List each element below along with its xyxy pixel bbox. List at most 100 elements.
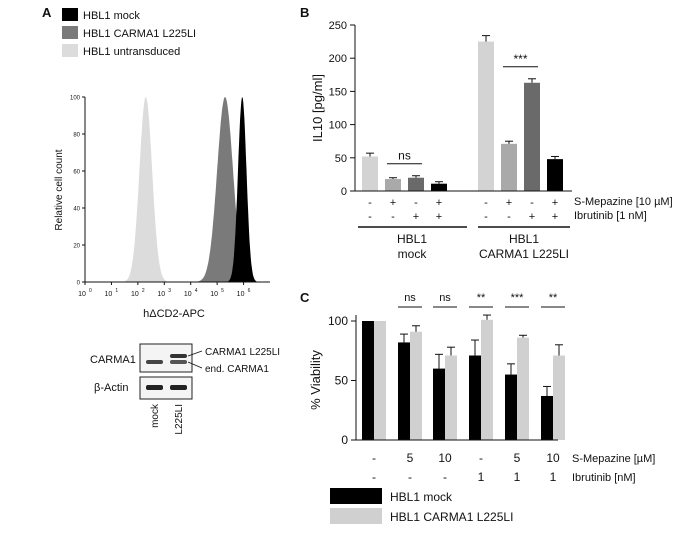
panel-b-bars bbox=[362, 41, 563, 191]
panel-c-significance-text: *** bbox=[511, 292, 525, 304]
panel-c-ibrutinib-cell: - bbox=[372, 470, 376, 484]
panel-a-y-tick-label: 0 bbox=[77, 281, 81, 287]
panel-b-smepazine-cell: - bbox=[530, 197, 534, 209]
panel-a-x-tick-label: 10 bbox=[184, 291, 192, 298]
histogram-series-2 bbox=[225, 97, 260, 282]
blot-label-lower-band: end. CARMA1 bbox=[205, 364, 269, 375]
panel-c-y-ticks: 0 50 100 bbox=[328, 314, 356, 447]
panel-b-y-tick-label: 0 bbox=[341, 186, 347, 198]
blot-pointer-upper bbox=[187, 350, 203, 357]
panel-b-ibrutinib-cell: + bbox=[529, 211, 535, 223]
legend-label-carma: HBL1 CARMA1 L225LI bbox=[83, 28, 196, 40]
panel-b-smepazine-cell: - bbox=[484, 197, 488, 209]
histogram-series-1 bbox=[193, 97, 257, 282]
panel-b-conditions: - + - + - + - + - - + + - - + + bbox=[368, 197, 558, 223]
panel-c-bar-s1-g4 bbox=[517, 337, 529, 440]
panel-c-legend-swatch-mock bbox=[330, 488, 382, 504]
histogram-series-0 bbox=[120, 97, 172, 282]
panel-b-bar-5 bbox=[501, 143, 517, 191]
panel-b-group1-line1: HBL1 bbox=[397, 232, 427, 246]
legend-swatch-carma bbox=[62, 26, 78, 39]
blot-label-carma1: CARMA1 bbox=[90, 354, 136, 366]
panel-a-x-tick-exponent: 4 bbox=[195, 288, 198, 294]
panel-b-ibrutinib-cell: - bbox=[507, 211, 511, 223]
panel-b-annotations: ns *** bbox=[387, 52, 538, 165]
panel-b-bar-4 bbox=[478, 41, 494, 191]
panel-c-ibrutinib-cell: 1 bbox=[514, 470, 521, 484]
panel-b-smepazine-cell: + bbox=[436, 197, 442, 209]
panel-b-chart: 0 50 100 150 200 250 IL10 [pg/ml] ns*** - + - + -… bbox=[310, 20, 673, 261]
panel-a-x-tick-exponent: 2 bbox=[142, 288, 145, 294]
panel-c-legend-label-carma: HBL1 CARMA1 L225LI bbox=[390, 510, 513, 524]
panel-c-significance-text: ** bbox=[549, 292, 558, 304]
panel-b-ibrutinib-cell: - bbox=[484, 211, 488, 223]
panel-c-bar-s0-g1 bbox=[398, 342, 410, 440]
panel-c-smepazine-cell: 10 bbox=[546, 451, 560, 465]
panel-b-y-tick-label: 200 bbox=[329, 53, 347, 65]
panel-a-x-tick-exponent: 3 bbox=[168, 288, 171, 294]
panel-c-y-label: % Viability bbox=[308, 350, 323, 410]
blot-band-mock-end bbox=[146, 360, 163, 364]
panel-b-smepazine-cell: - bbox=[368, 197, 372, 209]
panel-b-bar-7 bbox=[547, 159, 563, 191]
panel-b-bar-0 bbox=[362, 156, 378, 191]
panel-c-bar-s0-g3 bbox=[469, 355, 481, 440]
panel-a-x-tick-label: 10 bbox=[78, 291, 86, 298]
panel-c-error-bars bbox=[400, 314, 563, 396]
panel-c-significance-text: ns bbox=[404, 292, 416, 304]
panel-b-smepazine-cell: - bbox=[414, 197, 418, 209]
panel-b-y-tick-label: 250 bbox=[329, 20, 347, 32]
panel-b-bar-3 bbox=[431, 183, 447, 191]
panel-c-significance-text: ** bbox=[477, 292, 486, 304]
panel-c-ibrutinib-cell: - bbox=[443, 470, 447, 484]
panel-b-ibrutinib-cell: + bbox=[413, 211, 419, 223]
blot-band-l225li-lower bbox=[170, 360, 187, 364]
panel-b-ibrutinib-cell: - bbox=[368, 211, 372, 223]
panel-b-group1-line2: mock bbox=[398, 247, 428, 261]
panel-c-ibrutinib-cell: 1 bbox=[478, 470, 485, 484]
panel-b-y-label: IL10 [pg/ml] bbox=[310, 74, 325, 142]
panel-a-y-tick-label: 60 bbox=[73, 170, 80, 176]
panel-b-bar-6 bbox=[524, 82, 540, 191]
panel-c-bar-s1-g2 bbox=[445, 355, 457, 440]
panel-c-smepazine-cell: - bbox=[479, 451, 483, 465]
panel-a-y-tick-label: 80 bbox=[73, 133, 80, 139]
panel-c-legend-swatch-carma bbox=[330, 508, 382, 524]
panel-b-y-ticks: 0 50 100 150 200 250 bbox=[329, 20, 355, 198]
panel-b-group2-line1: HBL1 bbox=[509, 232, 539, 246]
legend-swatch-untransduced bbox=[62, 44, 78, 57]
panel-b-y-tick-label: 150 bbox=[329, 86, 347, 98]
panel-b-annotation-text: ns bbox=[398, 149, 411, 163]
panel-b-ibrutinib-cell: - bbox=[391, 211, 395, 223]
panel-c-smepazine-label: S-Mepazine [µM] bbox=[572, 453, 655, 465]
panel-b-ibrutinib-cell: + bbox=[436, 211, 442, 223]
panel-b-error-bars bbox=[366, 35, 559, 184]
panel-c-label: C bbox=[300, 290, 310, 305]
panel-a-y-ticks: 0 20 40 60 80 100 bbox=[70, 96, 85, 287]
panel-a-x-tick-exponent: 1 bbox=[115, 288, 118, 294]
blot-lane-l225li: L225LI bbox=[174, 404, 185, 435]
panel-b-y-tick-label: 50 bbox=[335, 153, 347, 165]
panel-c-bar-s0-g0 bbox=[362, 321, 374, 440]
panel-c-ibrutinib-cell: 1 bbox=[550, 470, 557, 484]
panel-a-x-tick-label: 10 bbox=[131, 291, 139, 298]
panel-c-ibrutinib-label: Ibrutinib [nM] bbox=[572, 472, 636, 484]
western-blot: CARMA1 β-Actin CARMA1 L225LI end. CARMA1… bbox=[90, 343, 280, 435]
legend-label-untransduced: HBL1 untransduced bbox=[83, 46, 180, 58]
panel-a-x-ticks: 10 0 10 1 10 2 10 3 10 4 10 5 10 6 bbox=[78, 282, 251, 298]
panel-c-smepazine-cell: - bbox=[372, 451, 376, 465]
panel-b-smepazine-cell: + bbox=[552, 197, 558, 209]
panel-c-bar-s1-g3 bbox=[481, 319, 493, 440]
panel-b-smepazine-cell: + bbox=[390, 197, 396, 209]
panel-a-legend: HBL1 mock HBL1 CARMA1 L225LI HBL1 untran… bbox=[62, 8, 196, 58]
panel-a-x-tick-exponent: 6 bbox=[248, 288, 251, 294]
panel-c-conditions: - 5 10 - 5 10 - - - 1 1 1 bbox=[372, 451, 560, 484]
panel-b-y-tick-label: 100 bbox=[329, 120, 347, 132]
panel-c-y-tick-label: 0 bbox=[341, 433, 348, 447]
blot-box-actin bbox=[139, 376, 193, 400]
panel-b-ibrutinib-cell: + bbox=[552, 211, 558, 223]
panel-a-y-tick-label: 40 bbox=[73, 207, 80, 213]
panel-c-y-tick-label: 50 bbox=[335, 374, 349, 388]
